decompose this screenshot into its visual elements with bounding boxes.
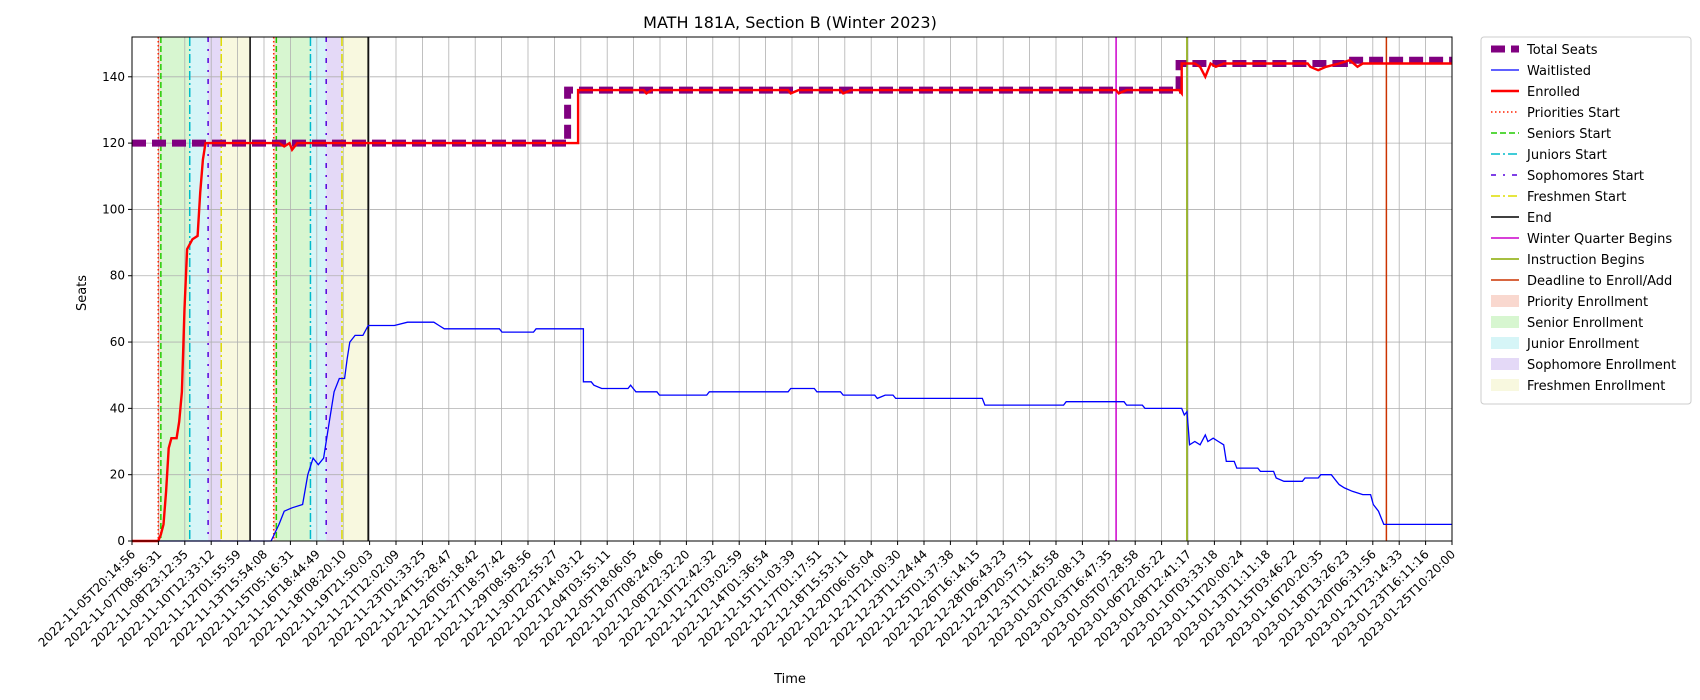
region-0-0 [158,37,161,541]
region-2-1 [310,37,327,541]
legend-label-15: Sophomore Enrollment [1527,358,1676,373]
legend-label-12: Priority Enrollment [1527,295,1648,310]
legend-box [1480,36,1692,405]
legend-label-7: Freshmen Start [1527,190,1626,205]
legend-label-10: Instruction Begins [1527,253,1645,268]
legend-label-0: Total Seats [1526,43,1598,58]
y-tick-label: 40 [110,401,125,415]
legend-swatch-14 [1491,337,1519,349]
region-1-1 [276,37,311,541]
y-tick-label: 60 [110,335,125,349]
chart-title: MATH 181A, Section B (Winter 2023) [643,13,937,32]
legend-label-11: Deadline to Enroll/Add [1527,274,1672,289]
region-2-0 [189,37,209,541]
legend-swatch-16 [1491,379,1519,391]
legend-swatch-12 [1491,295,1519,307]
y-tick-label: 20 [110,468,125,482]
region-4-0 [221,37,251,541]
legend-label-1: Waitlisted [1527,64,1591,79]
legend-label-3: Priorities Start [1527,106,1620,121]
y-axis-label: Seats [75,275,90,311]
legend-label-16: Freshmen Enrollment [1527,379,1665,394]
legend-label-8: End [1527,211,1552,226]
series-line-1 [132,321,1452,542]
legend-label-14: Junior Enrollment [1526,337,1639,352]
region-3-1 [326,37,342,541]
y-tick-label: 140 [102,70,125,84]
legend-label-4: Seniors Start [1527,127,1611,142]
plot-area: 0204060801001201402022-11-05T20:14:56202… [36,36,1458,650]
legend-label-2: Enrolled [1527,85,1580,100]
series-line-2 [132,58,1452,543]
legend-label-6: Sophomores Start [1527,169,1644,184]
region-3-0 [208,37,222,541]
legend-label-13: Senior Enrollment [1527,316,1643,331]
y-tick-label: 100 [102,202,125,216]
x-axis-label: Time [773,672,806,687]
legend-swatch-13 [1491,316,1519,328]
y-tick-label: 80 [110,269,125,283]
region-4-1 [341,37,369,541]
legend-label-5: Juniors Start [1526,148,1607,163]
y-tick-label: 120 [102,136,125,150]
region-0-1 [273,37,277,541]
legend-label-9: Winter Quarter Begins [1527,232,1672,247]
legend-swatch-15 [1491,358,1519,370]
legend: Total Seats Waitlisted Enrolled Priorities … [1480,36,1692,405]
y-tick-label: 0 [117,534,125,548]
